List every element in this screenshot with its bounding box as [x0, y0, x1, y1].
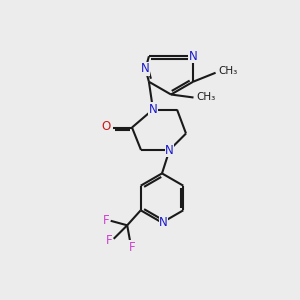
Text: N: N [189, 50, 197, 63]
Text: F: F [106, 234, 112, 247]
Text: CH₃: CH₃ [219, 66, 238, 76]
Text: N: N [141, 62, 150, 76]
Text: N: N [148, 103, 158, 116]
Text: O: O [101, 119, 110, 133]
Text: N: N [159, 216, 168, 229]
Text: CH₃: CH₃ [196, 92, 216, 103]
Text: F: F [103, 214, 110, 227]
Text: F: F [128, 241, 135, 254]
Text: N: N [165, 143, 174, 157]
